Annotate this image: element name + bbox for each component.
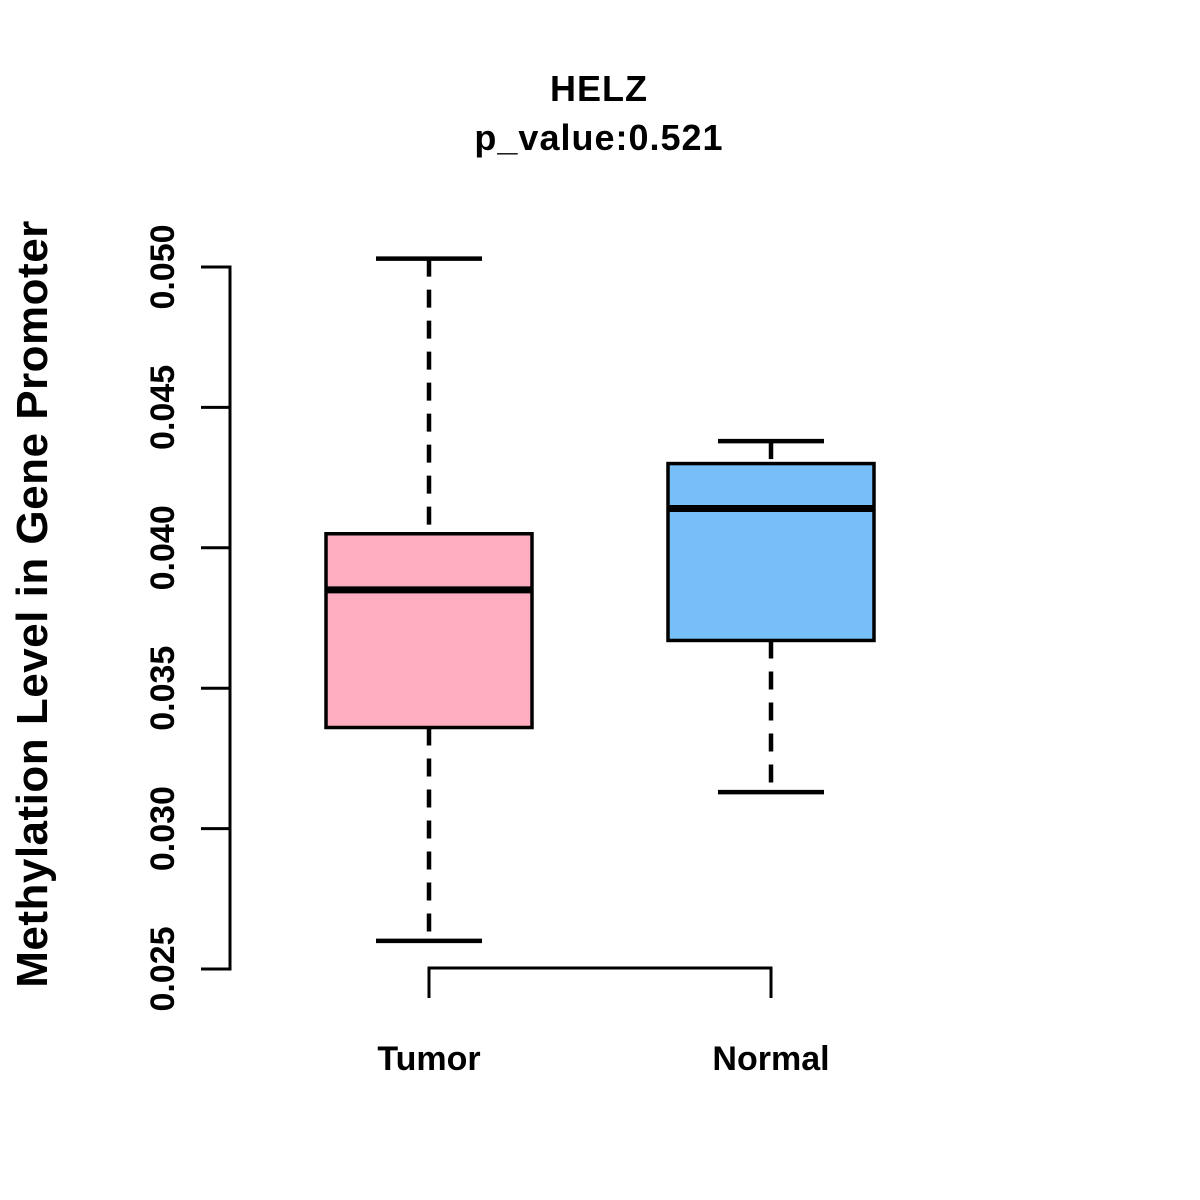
y-axis-tick-label: 0.035 [144, 646, 182, 731]
y-axis-tick-label: 0.030 [144, 786, 182, 871]
y-axis-tick-label: 0.050 [144, 224, 182, 309]
y-axis-tick-label: 0.025 [144, 926, 182, 1011]
y-axis-title: Methylation Level in Gene Promoter [8, 220, 57, 988]
chart-title-block: HELZ p_value:0.521 [474, 64, 723, 162]
chart-subtitle-pvalue: p_value:0.521 [474, 117, 724, 158]
tumor-box [324, 532, 534, 730]
y-axis-tick-label: 0.040 [144, 505, 182, 590]
x-axis-bracket [427, 966, 773, 998]
normal-box [666, 461, 876, 643]
x-category-label-normal: Normal [712, 1040, 830, 1078]
x-category-label-tumor: Tumor [377, 1040, 481, 1078]
y-axis-tick-label: 0.045 [144, 365, 182, 450]
chart-title: HELZ [550, 68, 648, 109]
